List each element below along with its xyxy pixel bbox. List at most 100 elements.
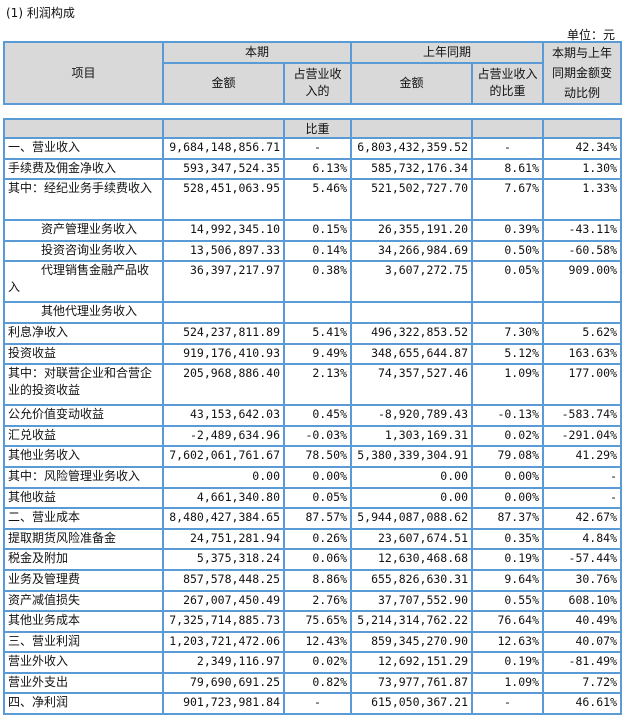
prior-amount: 5,380,339,304.91 — [350, 445, 473, 468]
row-label: 利息净收入 — [3, 321, 164, 345]
prior-amount: 37,707,552.90 — [350, 589, 473, 613]
table-row: 投资咨询业务收入 13,506,897.33 0.14% 34,266,984.69 0… — [3, 239, 622, 263]
table-row: 代理销售金融产品收入 36,397,217.97 0.38% 3,607,272.75… — [3, 260, 622, 304]
current-amount: 8,480,427,384.65 — [162, 507, 285, 530]
current-ratio: 0.00% — [283, 465, 352, 489]
header-table: 项目 本期 上年同期 本期与上年同期金额变动比例 金额 占营业收入的 金额 占营… — [3, 41, 623, 106]
current-amount: 7,325,714,885.73 — [162, 610, 285, 633]
change-ratio: 41.29% — [542, 445, 622, 468]
prior-amount: 1,303,169.31 — [350, 424, 473, 448]
change-ratio: -57.44% — [542, 548, 622, 571]
current-ratio: 78.50% — [283, 445, 352, 468]
header-prior-ratio: 占营业收入的比重 — [471, 61, 545, 106]
prior-ratio: 12.63% — [471, 630, 544, 654]
current-ratio: 0.26% — [283, 527, 352, 551]
current-amount: 0.00 — [162, 465, 285, 489]
table-row: 提取期货风险准备金 24,751,281.94 0.26% 23,607,674.51… — [3, 527, 622, 551]
current-ratio: -0.03% — [283, 424, 352, 448]
prior-ratio: - — [471, 692, 544, 716]
current-ratio: 0.45% — [283, 404, 352, 427]
table-row: 投资收益 919,176,410.93 9.49% 348,655,644.87 5.1… — [3, 342, 622, 366]
prior-amount: 26,355,191.20 — [350, 219, 473, 242]
table-row: 营业外收入 2,349,116.97 0.02% 12,692,151.29 0.19%… — [3, 651, 622, 674]
prior-ratio: 0.50% — [471, 239, 544, 263]
table-row: 二、营业成本 8,480,427,384.65 87.57% 5,944,087,08… — [3, 507, 622, 530]
row-label: 其他业务收入 — [3, 445, 164, 468]
prior-ratio: 8.61% — [471, 157, 544, 181]
row-label: 其中：经纪业务手续费收入 — [3, 178, 164, 222]
prior-amount: 73,977,761.87 — [350, 671, 473, 695]
current-ratio: - — [283, 137, 352, 160]
table-row: 其中：对联营企业和合营企业的投资收益 205,968,886.40 2.13% 74,… — [3, 363, 622, 407]
change-ratio: 40.07% — [542, 630, 622, 654]
row-label: 提取期货风险准备金 — [3, 527, 164, 551]
current-ratio: 87.57% — [283, 507, 352, 530]
table-row: 资产管理业务收入 14,992,345.10 0.15% 26,355,191.20 0… — [3, 219, 622, 242]
change-ratio — [542, 301, 622, 324]
change-ratio: 909.00% — [542, 260, 622, 304]
change-ratio: 4.84% — [542, 527, 622, 551]
prior-ratio — [471, 301, 544, 324]
table-row: 资产减值损失 267,007,450.49 2.76% 37,707,552.90 0.… — [3, 589, 622, 613]
current-amount: 919,176,410.93 — [162, 342, 285, 366]
row-label: 汇兑收益 — [3, 424, 164, 448]
current-amount: 4,661,340.80 — [162, 486, 285, 510]
prior-amount: 5,944,087,088.62 — [350, 507, 473, 530]
change-ratio: 163.63% — [542, 342, 622, 366]
current-ratio: 0.15% — [283, 219, 352, 242]
profit-table: 比重 一、营业收入 9,684,148,856.71-6,803,432,359.… — [3, 118, 622, 716]
prior-ratio: -0.13% — [471, 404, 544, 427]
current-ratio — [283, 301, 352, 324]
current-amount: 267,007,450.49 — [162, 589, 285, 613]
change-ratio: -60.58% — [542, 239, 622, 263]
prior-ratio: 0.00% — [471, 486, 544, 510]
prior-ratio: 76.64% — [471, 610, 544, 633]
prior-ratio: 9.64% — [471, 568, 544, 592]
current-ratio: 0.14% — [283, 239, 352, 263]
prior-amount: 74,357,527.46 — [350, 363, 473, 407]
change-ratio: 42.34% — [542, 137, 622, 160]
prior-ratio: 79.08% — [471, 445, 544, 468]
change-ratio: 42.67% — [542, 507, 622, 530]
row-label: 其他代理业务收入 — [3, 301, 164, 324]
unit-label: 单位：元 — [566, 28, 615, 42]
prior-ratio: 0.02% — [471, 424, 544, 448]
row-label: 二、营业成本 — [3, 507, 164, 530]
current-ratio: 0.82% — [283, 671, 352, 695]
change-ratio: 7.72% — [542, 671, 622, 695]
table-row: 一、营业收入 9,684,148,856.71-6,803,432,359.52-… — [3, 137, 622, 160]
prior-ratio: 87.37% — [471, 507, 544, 530]
table-row: 其他收益 4,661,340.80 0.05% 0.00 0.00% - — [3, 486, 622, 510]
header-prior-amount: 金额 — [350, 61, 474, 106]
row-label: 代理销售金融产品收入 — [3, 260, 164, 304]
current-amount: 5,375,318.24 — [162, 548, 285, 571]
current-amount: 528,451,063.95 — [162, 178, 285, 222]
row-label: 资产减值损失 — [3, 589, 164, 613]
change-ratio: - — [542, 486, 622, 510]
current-amount: 14,992,345.10 — [162, 219, 285, 242]
prior-ratio: 0.19% — [471, 651, 544, 674]
current-amount: 13,506,897.33 — [162, 239, 285, 263]
current-ratio: 12.43% — [283, 630, 352, 654]
row-label: 其中：风险管理业务收入 — [3, 465, 164, 489]
table-row: 手续费及佣金净收入 593,347,524.35 6.13% 585,732,176.… — [3, 157, 622, 181]
change-ratio: 608.10% — [542, 589, 622, 613]
prior-amount: -8,920,789.43 — [350, 404, 473, 427]
prior-amount: 6,803,432,359.52 — [350, 137, 473, 160]
current-ratio: 0.06% — [283, 548, 352, 571]
current-amount: 24,751,281.94 — [162, 527, 285, 551]
change-ratio: 40.49% — [542, 610, 622, 633]
table-row: 利息净收入 524,237,811.89 5.41% 496,322,853.52 7.… — [3, 321, 622, 345]
current-amount: 593,347,524.35 — [162, 157, 285, 181]
current-amount: 9,684,148,856.71 — [162, 137, 285, 160]
prior-ratio: 5.12% — [471, 342, 544, 366]
table-row: 其中：风险管理业务收入 0.00 0.00% 0.00 0.00% - — [3, 465, 622, 489]
header-item: 项目 — [3, 41, 164, 105]
change-ratio: 30.76% — [542, 568, 622, 592]
current-ratio: 0.05% — [283, 486, 352, 510]
table-row: 其他代理业务收入 — [3, 301, 622, 324]
change-ratio: - — [542, 465, 622, 489]
current-amount: 43,153,642.03 — [162, 404, 285, 427]
current-ratio: 2.13% — [283, 363, 352, 407]
prior-amount: 3,607,272.75 — [350, 260, 473, 304]
